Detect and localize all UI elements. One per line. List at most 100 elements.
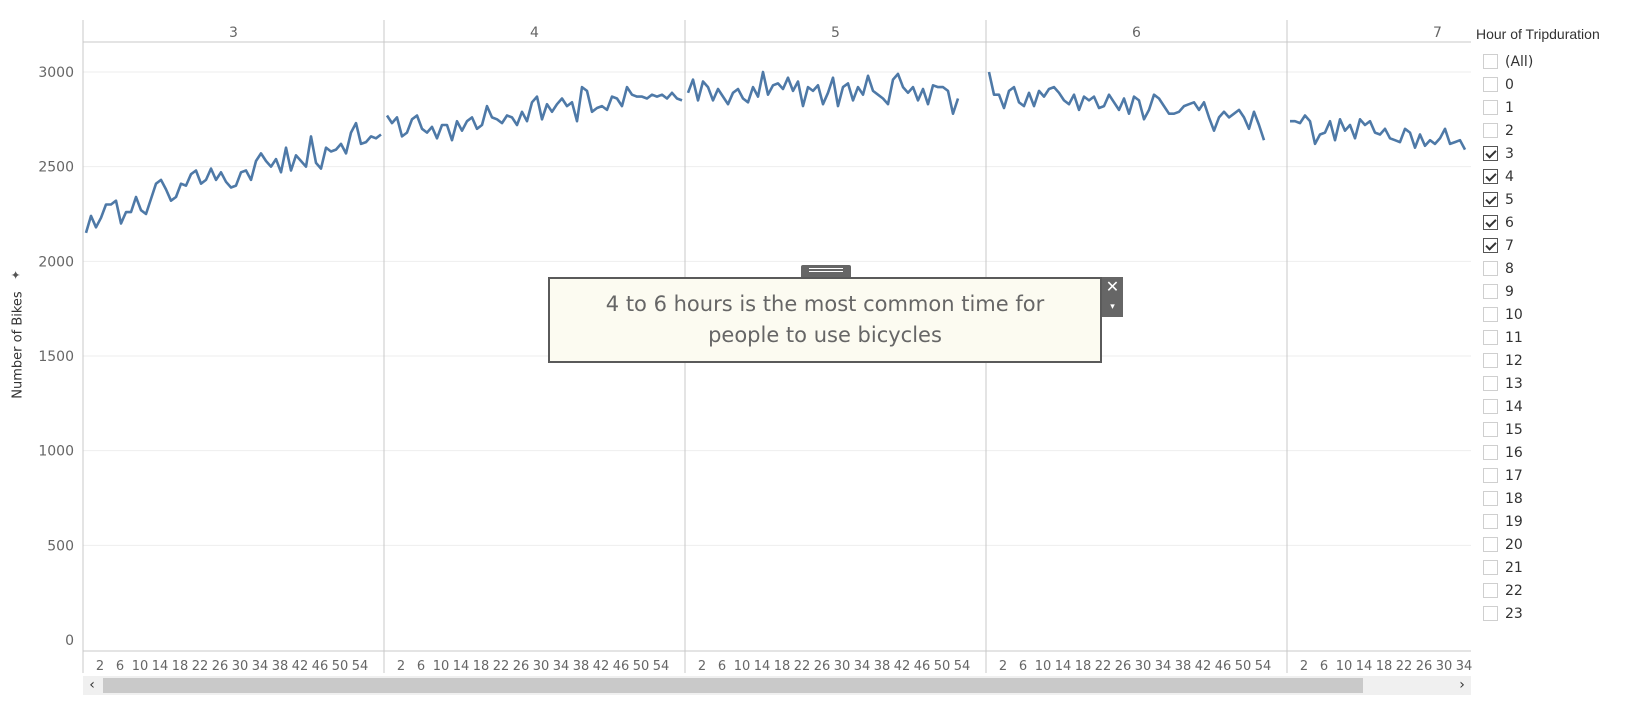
x-tick-label: 38 xyxy=(874,659,891,674)
legend-item[interactable]: 18 xyxy=(1476,487,1631,510)
checkbox[interactable] xyxy=(1483,606,1498,621)
scroll-right-icon[interactable]: › xyxy=(1459,677,1465,693)
legend-item[interactable]: 11 xyxy=(1476,326,1631,349)
legend-item[interactable]: 3 xyxy=(1476,142,1631,165)
checkbox[interactable] xyxy=(1483,146,1498,161)
checkbox[interactable] xyxy=(1483,123,1498,138)
legend-item[interactable]: 17 xyxy=(1476,464,1631,487)
x-tick-label: 30 xyxy=(1436,659,1453,674)
legend-item[interactable]: 20 xyxy=(1476,533,1631,556)
annotation-box[interactable]: 4 to 6 hours is the most common time for… xyxy=(548,277,1102,363)
legend-item[interactable]: 22 xyxy=(1476,579,1631,602)
checkbox[interactable] xyxy=(1483,422,1498,437)
x-tick-label: 34 xyxy=(553,659,570,674)
checkbox[interactable] xyxy=(1483,169,1498,184)
x-tick-label: 6 xyxy=(718,659,726,674)
x-tick-label: 54 xyxy=(954,659,971,674)
x-tick-label: 18 xyxy=(1075,659,1092,674)
horizontal-scrollbar[interactable]: ‹ › xyxy=(83,676,1471,695)
x-tick-label: 2 xyxy=(96,659,104,674)
annotation-drag-handle[interactable] xyxy=(801,265,851,277)
legend-item[interactable]: 15 xyxy=(1476,418,1631,441)
legend-item[interactable]: 6 xyxy=(1476,211,1631,234)
x-tick-label: 50 xyxy=(332,659,349,674)
x-tick-label: 18 xyxy=(1376,659,1393,674)
x-tick-label: 26 xyxy=(212,659,229,674)
checkbox[interactable] xyxy=(1483,560,1498,575)
checkbox[interactable] xyxy=(1483,54,1498,69)
legend-item[interactable]: 21 xyxy=(1476,556,1631,579)
x-tick-label: 14 xyxy=(152,659,169,674)
x-tick-label: 42 xyxy=(894,659,911,674)
x-tick-label: 46 xyxy=(914,659,931,674)
legend-item-label: 13 xyxy=(1505,375,1523,392)
checkbox[interactable] xyxy=(1483,491,1498,506)
x-tick-label: 34 xyxy=(854,659,871,674)
legend-item[interactable]: (All) xyxy=(1476,50,1631,73)
checkbox[interactable] xyxy=(1483,330,1498,345)
annotation-menu-icon[interactable]: ▾ xyxy=(1110,302,1115,312)
x-tick-label: 54 xyxy=(653,659,670,674)
checkbox[interactable] xyxy=(1483,215,1498,230)
legend-item[interactable]: 5 xyxy=(1476,188,1631,211)
series-line-hour-7 xyxy=(1290,114,1467,151)
legend-item[interactable]: 8 xyxy=(1476,257,1631,280)
checkbox[interactable] xyxy=(1483,537,1498,552)
chart-area: 0 500 1000 1500 2000 2500 3000 3 2 6 10 14 18 22 26 30 3… xyxy=(9,20,1472,674)
checkbox[interactable] xyxy=(1483,468,1498,483)
legend-item-label: 8 xyxy=(1505,260,1514,277)
legend-item[interactable]: 9 xyxy=(1476,280,1631,303)
checkbox[interactable] xyxy=(1483,192,1498,207)
checkbox[interactable] xyxy=(1483,353,1498,368)
legend-item[interactable]: 4 xyxy=(1476,165,1631,188)
legend-item[interactable]: 0 xyxy=(1476,73,1631,96)
legend-item-label: 5 xyxy=(1505,191,1514,208)
x-tick-label: 22 xyxy=(192,659,209,674)
checkbox[interactable] xyxy=(1483,307,1498,322)
x-tick-label: 10 xyxy=(1336,659,1353,674)
x-tick-label: 30 xyxy=(1135,659,1152,674)
legend-item[interactable]: 1 xyxy=(1476,96,1631,119)
checkbox[interactable] xyxy=(1483,77,1498,92)
legend-item[interactable]: 2 xyxy=(1476,119,1631,142)
checkbox[interactable] xyxy=(1483,399,1498,414)
scroll-thumb[interactable] xyxy=(103,678,1363,693)
x-tick-label: 54 xyxy=(1255,659,1272,674)
legend-item-label: 2 xyxy=(1505,122,1514,139)
y-tick-label: 1500 xyxy=(38,349,74,365)
x-tick-label: 2 xyxy=(698,659,706,674)
checkbox[interactable] xyxy=(1483,261,1498,276)
checkbox[interactable] xyxy=(1483,284,1498,299)
y-tick-label: 0 xyxy=(65,633,74,649)
legend-item[interactable]: 14 xyxy=(1476,395,1631,418)
legend-item-label: 15 xyxy=(1505,421,1523,438)
x-tick-label: 50 xyxy=(934,659,951,674)
legend-item[interactable]: 13 xyxy=(1476,372,1631,395)
y-tick-label: 500 xyxy=(47,538,74,554)
legend-item[interactable]: 23 xyxy=(1476,602,1631,625)
legend-item-label: 3 xyxy=(1505,145,1514,162)
legend-item-label: 23 xyxy=(1505,605,1523,622)
legend-item[interactable]: 16 xyxy=(1476,441,1631,464)
x-tick-label: 50 xyxy=(633,659,650,674)
checkbox[interactable] xyxy=(1483,445,1498,460)
x-tick-label: 54 xyxy=(352,659,369,674)
checkbox[interactable] xyxy=(1483,100,1498,115)
legend-item[interactable]: 10 xyxy=(1476,303,1631,326)
annotation-close-icon[interactable]: ✕ xyxy=(1105,277,1120,296)
x-tick-label: 34 xyxy=(252,659,269,674)
legend-item[interactable]: 12 xyxy=(1476,349,1631,372)
checkbox[interactable] xyxy=(1483,376,1498,391)
scroll-left-icon[interactable]: ‹ xyxy=(89,677,95,693)
legend-item[interactable]: 19 xyxy=(1476,510,1631,533)
legend-item-label: 12 xyxy=(1505,352,1523,369)
x-tick-label: 22 xyxy=(1095,659,1112,674)
checkbox[interactable] xyxy=(1483,238,1498,253)
checkbox[interactable] xyxy=(1483,514,1498,529)
legend-item[interactable]: 7 xyxy=(1476,234,1631,257)
legend-item-label: 14 xyxy=(1505,398,1523,415)
x-tick-label: 34 xyxy=(1155,659,1172,674)
legend-item-label: 16 xyxy=(1505,444,1523,461)
x-tick-label: 18 xyxy=(473,659,490,674)
checkbox[interactable] xyxy=(1483,583,1498,598)
